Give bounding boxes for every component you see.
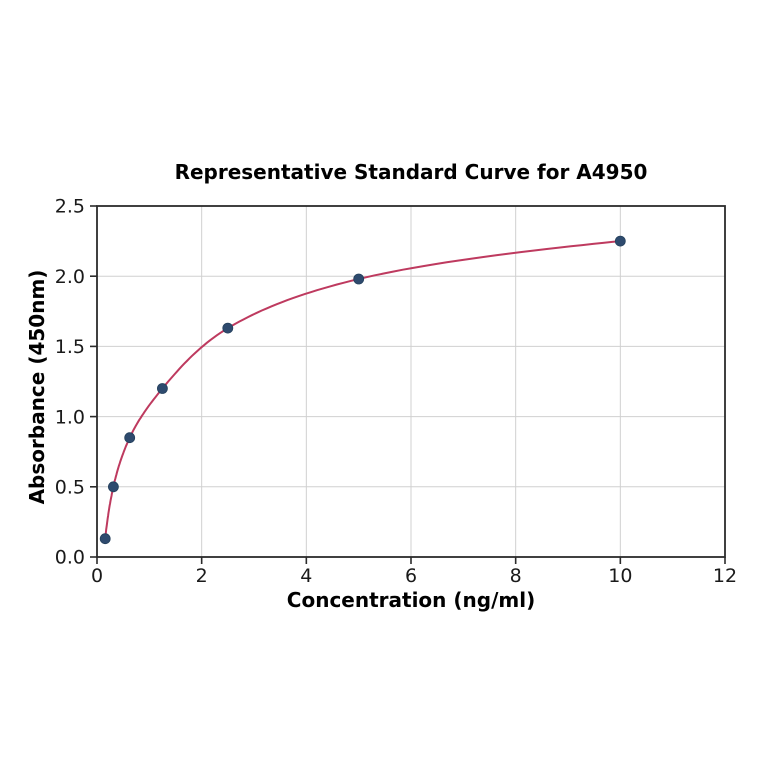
y-tick-label: 1.0 — [55, 406, 85, 428]
tick-labels-layer: 0 2 4 6 8 10 12 0.0 0.5 1.0 1.5 2.0 2.5 — [55, 196, 737, 587]
x-tick-label: 12 — [713, 565, 737, 587]
y-tick-label: 0.5 — [55, 476, 85, 498]
data-point — [99, 533, 111, 545]
data-points-layer — [99, 235, 626, 545]
data-point — [614, 235, 626, 247]
y-tick-label: 0.0 — [55, 547, 85, 569]
x-tick-label: 0 — [91, 565, 103, 587]
grid-layer — [96, 205, 726, 558]
x-tick-label: 8 — [510, 565, 522, 587]
x-tick-label: 6 — [405, 565, 417, 587]
x-axis-label: Concentration (ng/ml) — [287, 588, 535, 612]
chart-title: Representative Standard Curve for A4950 — [175, 160, 648, 184]
data-point — [353, 273, 365, 285]
x-tick-label: 10 — [608, 565, 632, 587]
data-point — [222, 322, 234, 334]
data-point — [108, 481, 119, 493]
data-point — [156, 383, 168, 394]
data-point — [124, 432, 136, 444]
x-tick-label: 4 — [300, 565, 312, 587]
y-tick-label: 1.5 — [55, 336, 85, 358]
fitted-curve — [104, 240, 622, 540]
x-tick-label: 2 — [196, 565, 208, 587]
y-axis-label: Absorbance (450nm) — [25, 270, 49, 505]
y-tick-label: 2.5 — [55, 196, 85, 218]
y-tick-label: 2.0 — [55, 266, 85, 288]
ticks-layer — [90, 205, 726, 564]
